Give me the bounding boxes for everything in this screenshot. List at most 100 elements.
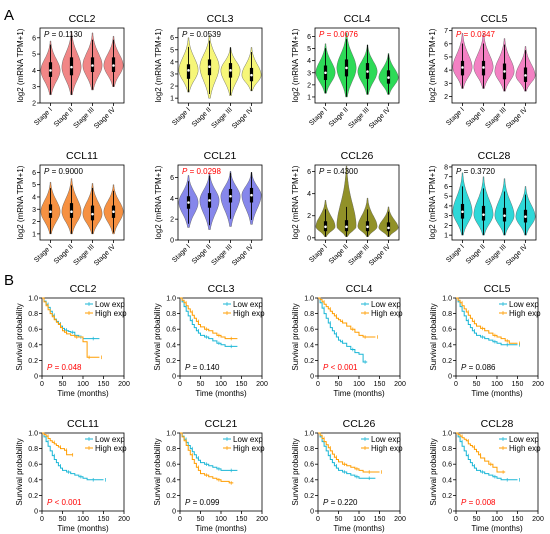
y-tick-label: 0.8 [442, 446, 452, 453]
y-tick-label: 0 [448, 374, 452, 381]
p-value-number: = 0.0076 [324, 30, 358, 39]
y-axis-label: Survival probability [15, 303, 24, 370]
y-tick-label: 5 [32, 182, 36, 189]
y-tick-label: 0.6 [442, 462, 452, 469]
median-dot [187, 201, 190, 204]
y-tick-label: 5 [307, 46, 311, 53]
legend-label: Low exp [233, 300, 263, 309]
p-value: P = 0.3720 [456, 167, 495, 176]
p-value-number: = 0.0539 [187, 30, 221, 39]
x-tick-label: 200 [118, 516, 130, 523]
chart-title: CCL4 [346, 283, 373, 295]
km-panel-ccl11: CCL11 0 0.2 0.4 0.6 0.8 1.0 0 50 100 150 200 Low exp… [15, 418, 130, 533]
median-dot [366, 70, 369, 73]
x-tick-label: Stage I [445, 243, 466, 264]
legend-label: High exp [509, 309, 541, 318]
x-tick-label: 50 [473, 516, 481, 523]
y-tick-label: 2 [32, 219, 36, 226]
legend-label: High exp [233, 309, 265, 318]
survival-curve-low [456, 432, 518, 481]
x-tick-label: 0 [178, 381, 182, 388]
median-dot [250, 193, 253, 197]
median-dot [387, 76, 390, 79]
x-tick-label: Stage I [171, 106, 192, 127]
plot-frame [39, 27, 125, 104]
survival-curve-high [42, 432, 73, 456]
chart-title: CCL5 [484, 283, 511, 295]
x-tick-label: 50 [335, 516, 343, 523]
x-tick-label: 50 [335, 381, 343, 388]
y-axis-label: log2 (mRNA TPM+1) [291, 165, 300, 239]
x-tick-label: 0 [40, 516, 44, 523]
median-dot [49, 210, 52, 214]
p-value-number: = 0.086 [466, 363, 496, 372]
legend-label: High exp [371, 444, 403, 453]
y-tick-label: 0 [172, 509, 176, 516]
y-tick-label: 0.4 [442, 477, 452, 484]
y-tick-label: 6 [32, 170, 36, 177]
median-dot [503, 214, 506, 217]
y-tick-label: 1 [170, 96, 174, 103]
median-dot [345, 225, 348, 229]
p-value: P < 0.001 [323, 363, 358, 372]
chart-title: CCL28 [481, 418, 514, 430]
y-tick-label: 2 [170, 84, 174, 91]
legend-label: Low exp [95, 300, 125, 309]
p-value-number: = 0.9000 [49, 167, 83, 176]
x-tick-label: 0 [40, 381, 44, 388]
x-tick-label: 150 [236, 381, 248, 388]
median-dot [461, 66, 464, 69]
y-tick-label: 0.2 [166, 358, 176, 365]
p-value-number: = 0.220 [328, 498, 358, 507]
median-dot [91, 64, 94, 67]
p-value-prefix: P [185, 363, 191, 372]
median-dot [366, 225, 369, 229]
x-axis-label: Time (months) [195, 389, 247, 398]
chart-title: CCL26 [343, 418, 376, 430]
legend-label: High exp [95, 444, 127, 453]
y-tick-label: 5 [170, 47, 174, 54]
median-dot [387, 226, 390, 230]
y-tick-label: 1.0 [442, 296, 452, 303]
p-value-prefix: P [319, 30, 325, 39]
x-tick-label: 100 [215, 381, 227, 388]
p-value-prefix: P [323, 363, 329, 372]
y-tick-label: 4 [444, 203, 448, 210]
panel-label-a: A [4, 7, 14, 24]
median-dot [324, 225, 327, 229]
y-tick-label: 5 [32, 52, 36, 59]
plot-frame [177, 27, 263, 104]
x-axis-label: Time (months) [333, 524, 385, 533]
p-value-prefix: P [182, 167, 188, 176]
y-tick-label: 0.6 [442, 327, 452, 334]
x-tick-label: Stage IV [505, 106, 529, 130]
x-tick-label: 100 [77, 381, 89, 388]
x-tick-label: 150 [98, 516, 110, 523]
x-axis-label: Time (months) [333, 389, 385, 398]
x-tick-label: Stage I [445, 106, 466, 127]
x-tick-label: Stage IV [93, 243, 117, 267]
y-tick-label: 2 [307, 213, 311, 220]
km-panel-ccl5: CCL5 0 0.2 0.4 0.6 0.8 1.0 0 50 100 150 200 Low expH… [429, 283, 544, 398]
median-dot [112, 210, 115, 214]
y-tick-label: 0.8 [28, 446, 38, 453]
y-axis-label: Survival probability [153, 303, 162, 370]
chart-title: CCL28 [478, 150, 511, 162]
legend-label: Low exp [509, 435, 539, 444]
p-value-number: = 0.0347 [461, 30, 495, 39]
p-value-prefix: P [461, 363, 467, 372]
y-tick-label: 0 [307, 235, 311, 242]
p-value-number: = 0.4300 [324, 167, 358, 176]
y-tick-label: 4 [170, 59, 174, 66]
median-dot [229, 69, 232, 72]
x-tick-label: 200 [256, 381, 268, 388]
x-tick-label: Stage III [211, 243, 234, 266]
survival-curve-low [180, 297, 238, 347]
y-tick-label: 0.6 [166, 327, 176, 334]
legend-label: High exp [509, 444, 541, 453]
p-value-prefix: P [182, 30, 188, 39]
median-dot [461, 210, 464, 214]
km-panel-ccl4: CCL4 0 0.2 0.4 0.6 0.8 1.0 0 50 100 150 200 Low expH… [291, 283, 406, 398]
y-tick-label: 1 [444, 233, 448, 240]
x-tick-label: Stage III [73, 243, 96, 266]
